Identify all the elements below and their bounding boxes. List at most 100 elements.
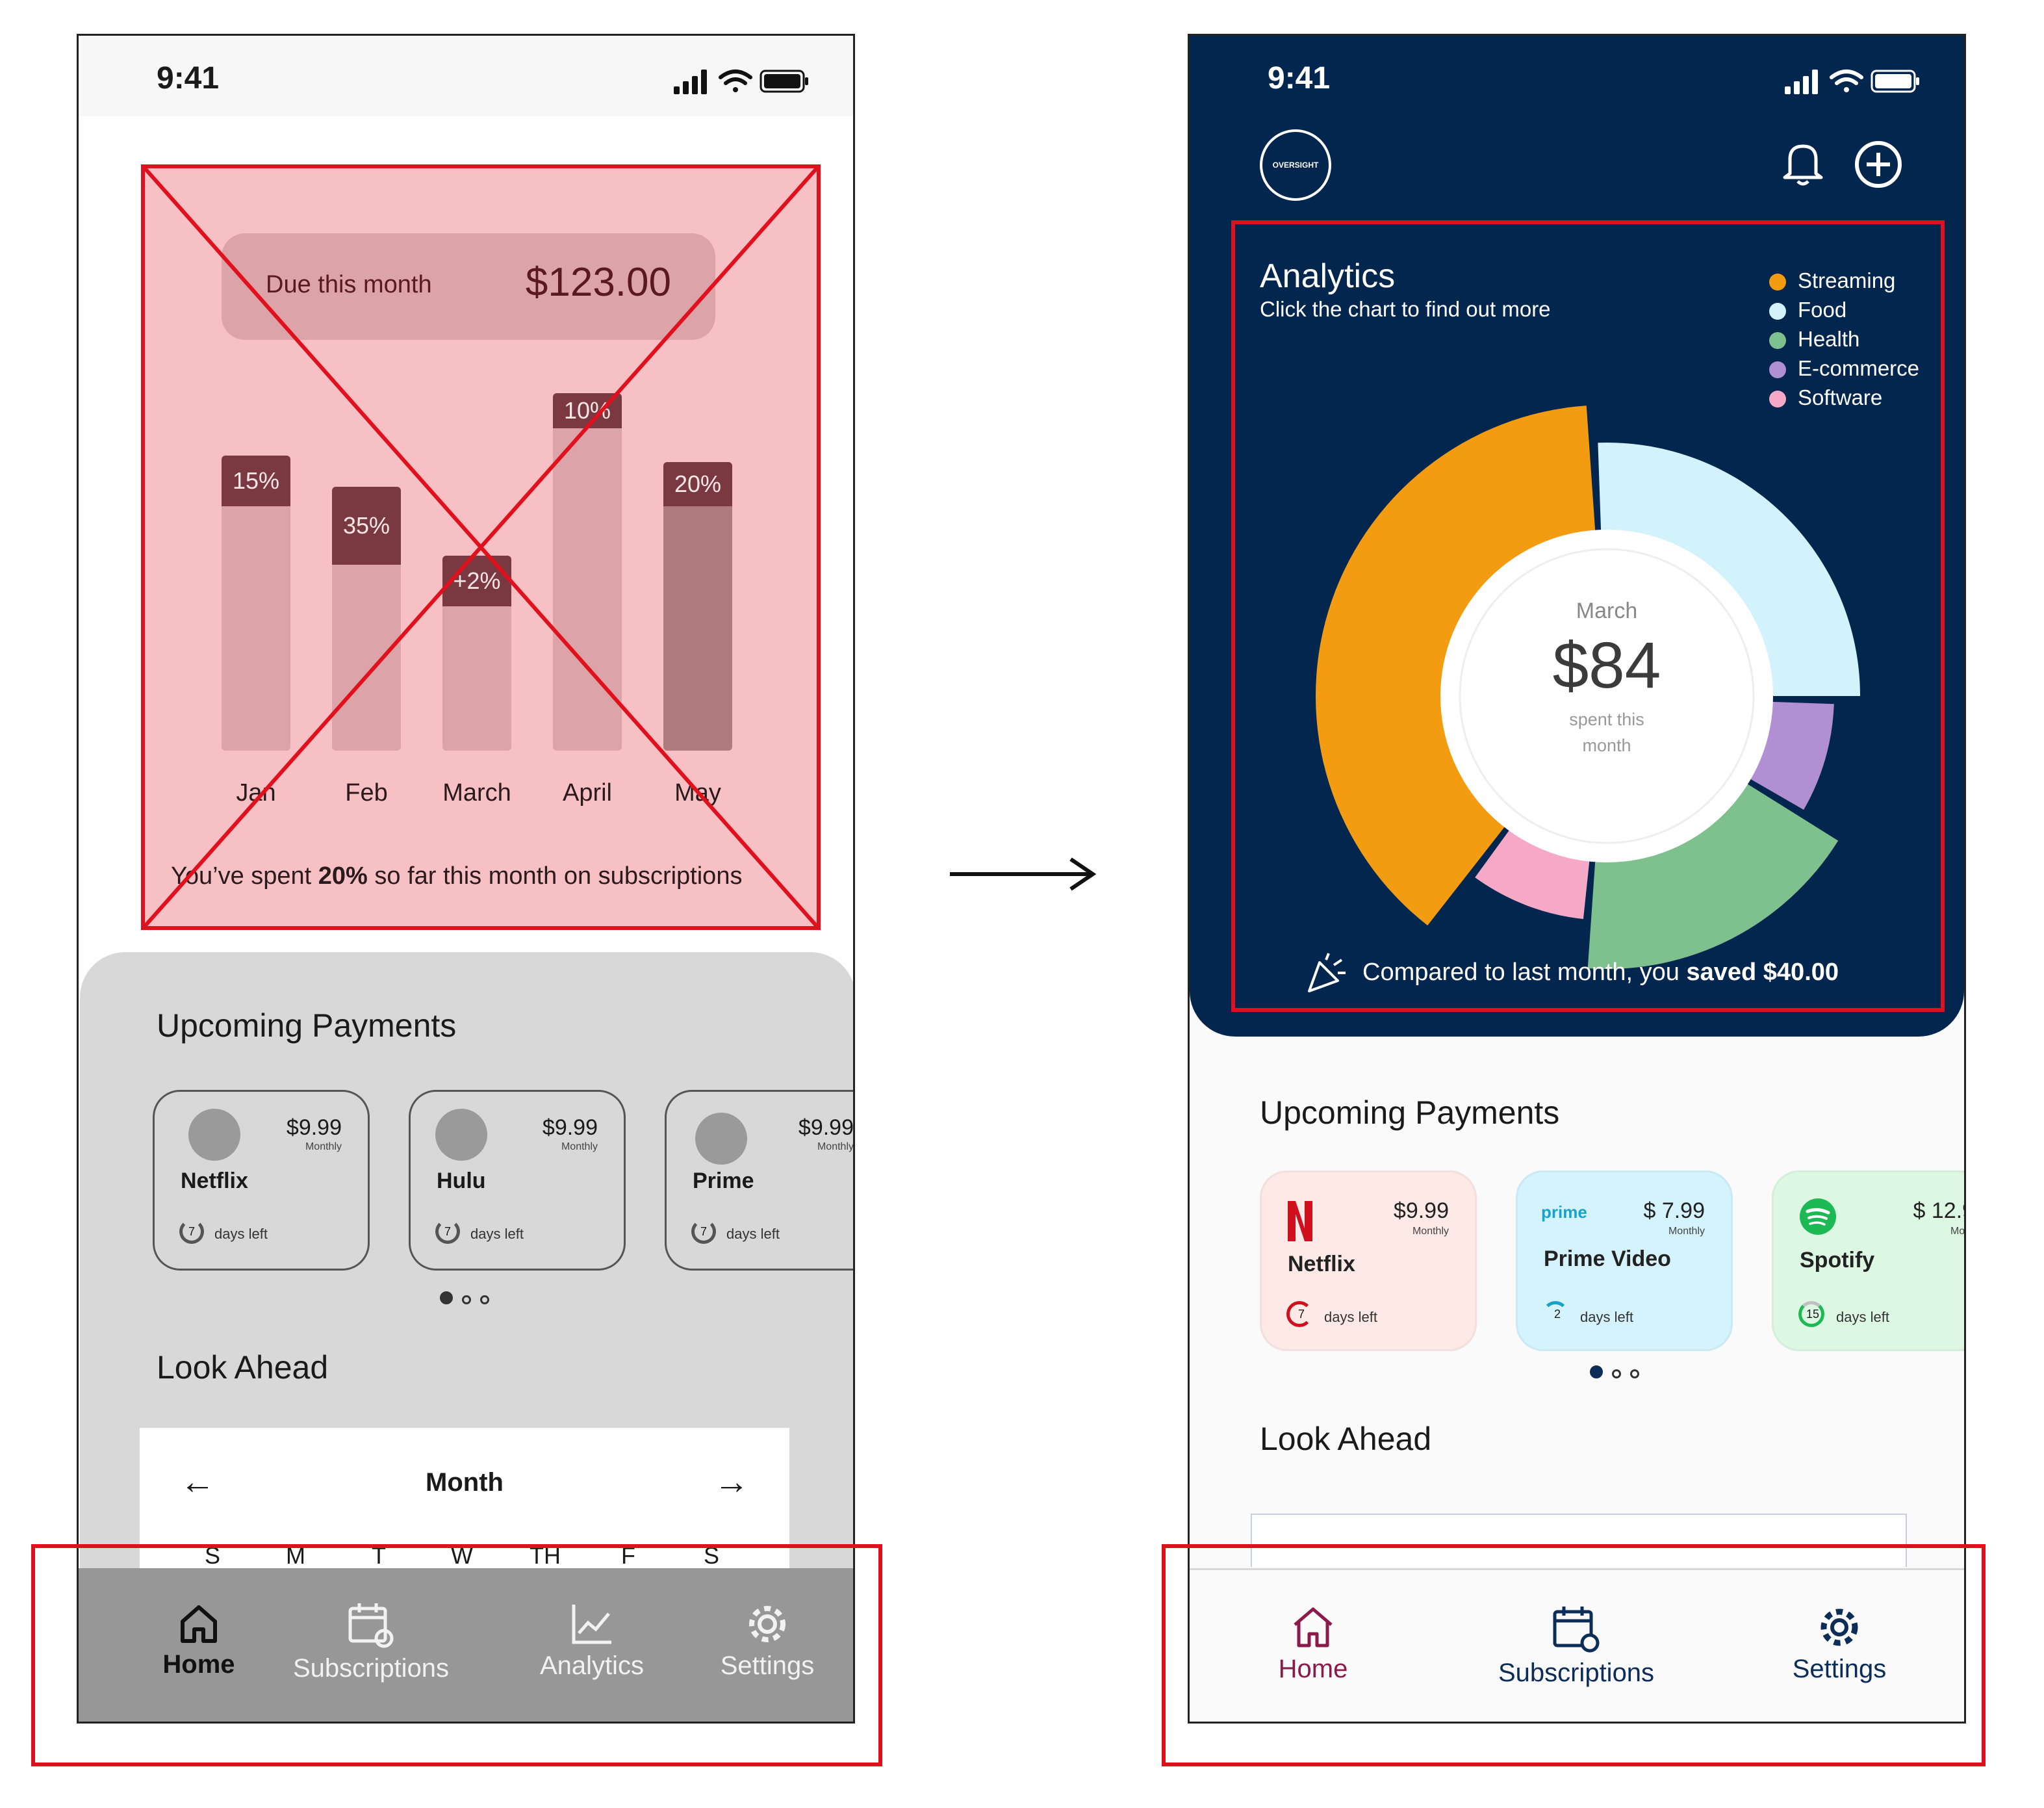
- center-month: March: [1576, 599, 1638, 623]
- frequency: Monthly: [1412, 1226, 1449, 1237]
- due-amount: $123.00: [525, 260, 671, 305]
- carousel-dot[interactable]: [480, 1295, 489, 1304]
- status-time: 9:41: [157, 61, 220, 96]
- price: $ 12.99: [1913, 1198, 1964, 1223]
- nav-settings[interactable]: Settings: [702, 1601, 832, 1681]
- carousel-dot[interactable]: [1630, 1369, 1639, 1378]
- nav-home[interactable]: Home: [1255, 1604, 1372, 1684]
- payment-card[interactable]: $9.99 Monthly Prime 7 days left: [665, 1090, 854, 1271]
- status-bar: 9:41: [79, 36, 853, 116]
- nav-subscriptions[interactable]: Subscriptions: [1482, 1604, 1670, 1688]
- arrow-right-icon[interactable]: →: [714, 1462, 749, 1501]
- center-amount: $84: [1552, 629, 1661, 702]
- days-ring-icon: [1542, 1301, 1568, 1327]
- nav-label: Subscriptions: [292, 1654, 450, 1683]
- legend-swatch: [1769, 332, 1786, 349]
- nav-home[interactable]: Home: [144, 1601, 254, 1679]
- weekday: F: [621, 1542, 635, 1569]
- days-number: 15: [1806, 1308, 1820, 1321]
- nav-label: Settings: [720, 1651, 815, 1680]
- nav-subscriptions[interactable]: Subscriptions: [287, 1601, 455, 1683]
- days-number: 2: [1554, 1308, 1561, 1321]
- service-name: Netflix: [181, 1169, 248, 1193]
- donut-segment-food[interactable]: [1598, 442, 1860, 696]
- nav-settings[interactable]: Settings: [1774, 1604, 1904, 1684]
- legend-item: Health: [1769, 327, 1919, 356]
- service-name: Hulu: [437, 1169, 486, 1193]
- service-name: Prime Video: [1544, 1246, 1671, 1271]
- nav-label: Settings: [1792, 1655, 1887, 1683]
- analytics-title: Analytics: [1260, 257, 1396, 295]
- legend-swatch: [1769, 274, 1786, 291]
- arrow-right-icon: [950, 857, 1097, 891]
- frequency: Monthly: [817, 1141, 854, 1152]
- days-number: 7: [1298, 1308, 1305, 1321]
- frequency: Monthly: [561, 1141, 598, 1152]
- status-icons: [1785, 70, 1919, 94]
- brand-name: OVERSIGHT: [1272, 161, 1319, 170]
- carousel-dot[interactable]: [1590, 1365, 1603, 1378]
- carousel-dots[interactable]: [440, 1291, 498, 1308]
- price: $9.99: [798, 1115, 854, 1140]
- nav-label: Home: [1278, 1655, 1348, 1683]
- bell-icon[interactable]: [1781, 138, 1825, 188]
- days-number: 7: [444, 1225, 452, 1238]
- carousel-dot[interactable]: [440, 1291, 453, 1304]
- service-name: Prime: [693, 1169, 754, 1193]
- add-circle-icon[interactable]: [1852, 138, 1904, 190]
- carousel-dot[interactable]: [1612, 1369, 1621, 1378]
- price: $9.99: [1393, 1198, 1449, 1223]
- battery-icon: [1871, 70, 1919, 93]
- legend-item: Streaming: [1769, 268, 1919, 298]
- highlight-frame: [1231, 220, 1945, 1012]
- highlight-frame: [1162, 1544, 1986, 1766]
- payment-card-netflix[interactable]: $9.99 Monthly Netflix 7 days left: [1260, 1170, 1477, 1351]
- bar-tag: 35%: [332, 487, 401, 565]
- legend-swatch: [1769, 361, 1786, 378]
- service-name: Spotify: [1800, 1248, 1875, 1272]
- frequency: Monthly: [1950, 1226, 1965, 1237]
- nav-analytics[interactable]: Analytics: [527, 1601, 657, 1681]
- logo-placeholder: [435, 1109, 487, 1161]
- spending-donut-chart[interactable]: [1190, 36, 1966, 1037]
- battery-icon: [760, 70, 808, 93]
- bar-label: April: [562, 779, 613, 807]
- brand-logo[interactable]: OVERSIGHT: [1260, 129, 1331, 201]
- arrow-left-icon[interactable]: ←: [180, 1462, 215, 1501]
- donut-segment-streaming[interactable]: [1316, 406, 1596, 926]
- payment-card-spotify[interactable]: $ 12.99 Monthly Spotify 15 days left: [1772, 1170, 1965, 1351]
- bar-may: 20%: [663, 462, 732, 751]
- logo-placeholder: [188, 1109, 240, 1161]
- legend-item: E-commerce: [1769, 356, 1919, 385]
- donut-segment-software[interactable]: [1475, 827, 1590, 920]
- carousel-dot[interactable]: [462, 1295, 471, 1304]
- carousel-dots[interactable]: [1590, 1365, 1648, 1382]
- gear-icon: [1820, 1608, 1858, 1646]
- spotify-logo-icon: [1800, 1198, 1836, 1235]
- calendar-preview: [1251, 1514, 1907, 1567]
- signal-icon: [674, 70, 707, 94]
- status-icons: [674, 70, 808, 94]
- bar-tag: 20%: [663, 462, 732, 506]
- frequency: Monthly: [305, 1141, 342, 1152]
- days-ring-icon: [179, 1219, 204, 1244]
- spent-note: You’ve spent 20% so far this month on su…: [171, 862, 743, 890]
- legend-swatch: [1769, 391, 1786, 407]
- donut-segment-health[interactable]: [1587, 782, 1839, 969]
- nav-label: Analytics: [539, 1651, 645, 1680]
- home-icon: [181, 1605, 217, 1643]
- look-ahead-title: Look Ahead: [1260, 1421, 1432, 1457]
- payment-card[interactable]: $9.99 Monthly Netflix 7 days left: [153, 1090, 370, 1271]
- payment-card[interactable]: $9.99 Monthly Hulu 7 days left: [409, 1090, 626, 1271]
- frequency: Monthly: [1668, 1226, 1705, 1237]
- payment-card-prime-video[interactable]: prime $ 7.99 Monthly Prime Video 2 days …: [1516, 1170, 1733, 1351]
- wifi-icon: [1830, 70, 1863, 92]
- analytics-subtitle: Click the chart to find out more: [1260, 297, 1551, 321]
- party-popper-icon: [1308, 953, 1346, 992]
- logo-placeholder: [695, 1113, 747, 1165]
- upcoming-payments-title: Upcoming Payments: [157, 1007, 457, 1044]
- nav-label: Subscriptions: [1498, 1659, 1655, 1687]
- rejected-section-overlay: Due this month $123.00 15% 35% +2% 10% 2…: [141, 164, 821, 930]
- chart-line-icon: [572, 1605, 611, 1644]
- upcoming-payments-title: Upcoming Payments: [1260, 1094, 1560, 1131]
